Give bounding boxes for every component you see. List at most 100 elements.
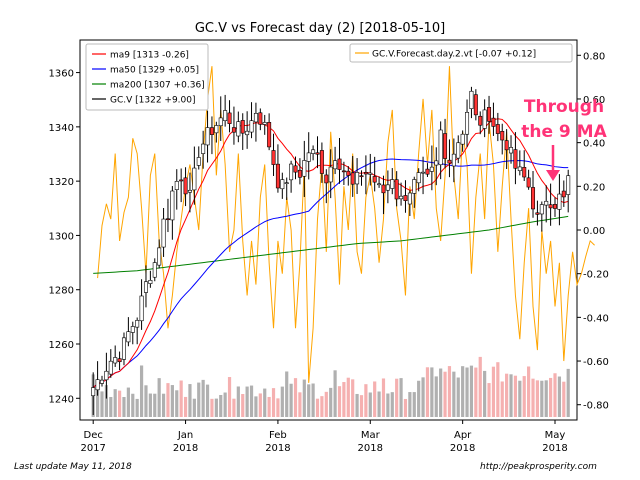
volume-bar [241, 394, 245, 417]
annotation-text-line2: the 9 MA [521, 122, 607, 142]
candle-body [416, 172, 421, 184]
candle-body [526, 177, 531, 188]
candle-body [504, 140, 509, 151]
volume-bar [478, 356, 482, 417]
candle-body [187, 189, 192, 193]
volume-bar [320, 396, 324, 417]
volume-bar [421, 377, 425, 417]
left-axis-tick-label: 1260 [49, 340, 74, 351]
candle-body [355, 172, 360, 185]
legend-label: GC.V.Forecast.day.2.vt [-0.07 +0.12] [372, 50, 536, 60]
volume-bar [109, 396, 113, 417]
candle-body [227, 112, 232, 124]
candle-body [121, 337, 126, 360]
volume-bar [302, 379, 306, 417]
candle-body [284, 182, 289, 184]
volume-bar [390, 392, 394, 417]
volume-bar [359, 395, 364, 417]
candle-body [126, 331, 131, 343]
candle-body [368, 172, 373, 175]
x-axis-tick-label: May [545, 430, 566, 441]
ma200-series-line [93, 215, 569, 274]
candle-body [113, 357, 118, 364]
x-axis-tick-label: Dec [84, 430, 103, 441]
volume-bar [214, 398, 218, 417]
candle-body [377, 183, 382, 186]
volume-bar [285, 371, 289, 417]
footer-last-update: Last update May 11, 2018 [14, 462, 132, 472]
candle-body [289, 163, 294, 181]
volume-bar [219, 394, 223, 417]
volume-bar [395, 378, 399, 417]
volume-bar [307, 384, 311, 417]
x-axis-tick-label: Mar [361, 430, 381, 441]
volume-bar [408, 392, 412, 417]
candle-body [460, 133, 465, 145]
annotation-layer: Through the 9 MA [521, 97, 608, 181]
volume-bar [518, 380, 522, 417]
annotation-arrow-head [546, 170, 560, 181]
volume-bar [188, 384, 192, 417]
left-axis-tick-label: 1320 [49, 177, 74, 188]
candle-body [513, 149, 518, 169]
right-axis-tick-label: 0.00 [583, 226, 605, 237]
candle-body [170, 190, 175, 221]
left-axis-tick-label: 1360 [49, 69, 74, 80]
candle-body [148, 280, 153, 284]
volume-bar [245, 386, 249, 417]
volume-bar [469, 365, 474, 417]
candle-body [434, 160, 439, 166]
volume-bar [557, 376, 562, 417]
annotation-text-line1: Through [524, 97, 604, 117]
candle-body [95, 379, 100, 391]
candle-body [469, 90, 474, 109]
candle-body [517, 166, 522, 172]
left-axis-tick-label: 1300 [49, 231, 74, 242]
candle-body [231, 127, 236, 133]
volume-bar [249, 385, 254, 417]
candle-body [297, 169, 302, 178]
candle-body [566, 175, 571, 195]
x-axis-tick-label: Apr [454, 430, 472, 441]
volume-bar [197, 382, 201, 417]
volume-bar [289, 383, 293, 417]
candle-body [165, 218, 170, 221]
volume-bar [201, 379, 205, 417]
candle-body [333, 160, 338, 170]
candle-body [500, 131, 505, 141]
candle-body [135, 320, 140, 328]
candle-body [491, 117, 496, 127]
candle-body [143, 281, 148, 293]
volume-bar [509, 374, 513, 417]
x-axis-tick-label: Jan [177, 430, 193, 441]
candle-body [390, 179, 395, 189]
volume-bar [452, 371, 456, 417]
volume-bar [549, 377, 553, 417]
volume-bar [447, 366, 452, 417]
volume-bar [232, 398, 236, 417]
candle-body [548, 204, 553, 209]
volume-bar [104, 385, 108, 417]
candle-body [482, 109, 487, 129]
candle-body [108, 360, 113, 375]
candle-body [201, 143, 206, 154]
volume-bar [540, 380, 544, 417]
x-axis-tick-label-year: 2017 [80, 443, 105, 454]
volume-bar [333, 370, 337, 417]
candle-body [240, 120, 245, 134]
candle-body [104, 370, 109, 381]
volume-bar [386, 393, 390, 417]
volume-bar [175, 390, 179, 417]
volume-bar [417, 380, 421, 417]
candle-body [561, 190, 566, 198]
volume-bar [439, 368, 443, 417]
legend-label: ma50 [1329 +0.05] [110, 66, 199, 76]
candle-body [394, 179, 399, 200]
footer-source-url[interactable]: http://peakprosperity.com [480, 462, 597, 472]
candle-body [421, 171, 426, 174]
candle-body [315, 152, 320, 155]
candle-body [385, 184, 390, 191]
candle-body [205, 127, 210, 146]
candle-body [223, 110, 228, 122]
volume-layer [91, 356, 570, 417]
